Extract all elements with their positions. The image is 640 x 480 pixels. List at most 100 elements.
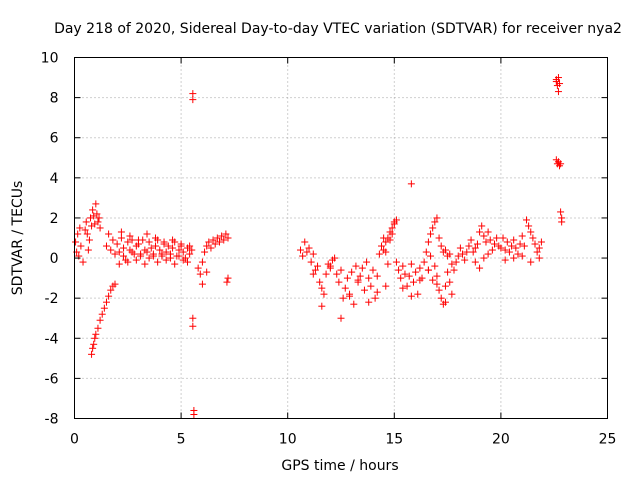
y-tick-label: -6: [45, 371, 59, 387]
data-point: [503, 238, 511, 246]
data-point: [412, 268, 420, 276]
data-point: [399, 262, 407, 270]
y-tick-label: 4: [50, 171, 59, 187]
data-point: [527, 258, 535, 266]
data-point: [307, 258, 315, 266]
data-point: [109, 236, 117, 244]
data-point: [382, 282, 390, 290]
data-point: [365, 298, 373, 306]
data-point: [337, 314, 345, 322]
data-point: [463, 248, 471, 256]
data-point: [201, 248, 209, 256]
data-point: [433, 214, 441, 222]
data-point: [484, 250, 492, 258]
data-point: [111, 280, 119, 288]
axis-ticks: [74, 57, 608, 419]
data-point: [186, 242, 194, 250]
data-point: [537, 238, 545, 246]
data-point: [175, 246, 183, 254]
data-point: [407, 292, 415, 300]
data-point: [149, 252, 157, 260]
x-tick-label: 5: [177, 432, 186, 448]
data-point: [407, 260, 415, 268]
data-point: [194, 264, 202, 272]
data-point: [309, 250, 317, 258]
data-point: [446, 278, 454, 286]
data-point: [518, 252, 526, 260]
data-point: [333, 270, 341, 278]
data-point: [189, 322, 197, 330]
data-point: [223, 278, 231, 286]
data-point: [384, 260, 392, 268]
data-point: [448, 290, 456, 298]
data-point: [431, 218, 439, 226]
data-point: [203, 242, 211, 250]
data-point: [92, 330, 100, 338]
data-point: [401, 270, 409, 278]
data-point: [320, 290, 328, 298]
data-point: [90, 340, 98, 348]
data-point: [162, 248, 170, 256]
data-point: [96, 224, 104, 232]
data-point: [422, 248, 430, 256]
plot-frame: [74, 57, 608, 419]
data-point: [137, 250, 145, 258]
y-tick-label: -8: [45, 412, 59, 428]
data-point: [132, 256, 140, 264]
data-point: [493, 234, 501, 242]
data-point: [134, 236, 142, 244]
y-tick-label: 2: [50, 211, 59, 227]
data-point: [441, 298, 449, 306]
data-point: [484, 228, 492, 236]
data-point: [527, 228, 535, 236]
data-point: [105, 230, 113, 238]
data-point: [557, 160, 565, 168]
data-point: [143, 230, 151, 238]
data-point: [371, 294, 379, 302]
data-point: [467, 236, 475, 244]
data-point: [147, 244, 155, 252]
data-point: [316, 278, 324, 286]
data-point: [171, 260, 179, 268]
data-point: [380, 246, 388, 254]
data-point: [203, 268, 211, 276]
data-point: [124, 238, 132, 246]
data-point: [339, 294, 347, 302]
data-point: [454, 252, 462, 260]
data-point: [105, 292, 113, 300]
data-point: [322, 270, 330, 278]
data-point: [94, 324, 102, 332]
data-point: [514, 250, 522, 258]
data-point: [501, 246, 509, 254]
data-point: [365, 274, 373, 282]
data-point: [100, 304, 108, 312]
data-point: [554, 88, 562, 96]
data-point: [189, 90, 197, 98]
data-point: [120, 244, 128, 252]
data-point: [397, 274, 405, 282]
data-point: [303, 248, 311, 256]
data-point: [115, 260, 123, 268]
data-point: [499, 234, 507, 242]
data-point: [520, 242, 528, 250]
data-point: [448, 260, 456, 268]
data-point: [369, 266, 377, 274]
data-point: [120, 252, 128, 260]
data-point: [85, 236, 93, 244]
data-point: [469, 248, 477, 256]
data-point: [557, 208, 565, 216]
data-point: [399, 284, 407, 292]
data-point: [471, 258, 479, 266]
data-point: [478, 222, 486, 230]
data-point: [169, 244, 177, 252]
data-point: [535, 244, 543, 252]
data-point: [107, 246, 115, 254]
data-point: [152, 242, 160, 250]
data-point: [79, 258, 87, 266]
data-point: [416, 276, 424, 284]
data-point: [314, 262, 322, 270]
data-point: [209, 236, 217, 244]
data-point: [465, 242, 473, 250]
data-point: [424, 238, 432, 246]
